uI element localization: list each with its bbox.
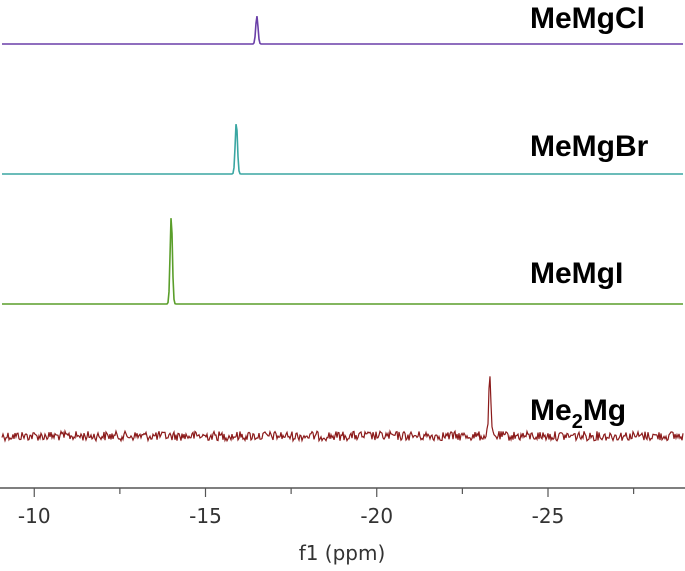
- x-axis-label: f1 (ppm): [299, 541, 386, 565]
- series-label-memgi: MeMgI: [530, 257, 623, 290]
- x-axis-ticks: -10 -15 -20 -25: [18, 488, 635, 528]
- series-line-memgbr: [2, 123, 683, 175]
- x-tick-label: -10: [18, 504, 51, 528]
- x-axis: -10 -15 -20 -25: [0, 487, 685, 528]
- series-line-memgi: [2, 218, 683, 305]
- series-label-memgbr: MeMgBr: [530, 130, 649, 163]
- x-tick-label: -20: [360, 504, 393, 528]
- spectra-traces: [1, 16, 684, 443]
- series-line-memgcl: [2, 16, 683, 45]
- series-label-me2mg: Me2Mg: [530, 394, 626, 433]
- x-tick-label: -25: [532, 504, 565, 528]
- x-tick-label: -15: [189, 504, 222, 528]
- series-labels: MeMgCl MeMgBr MeMgI Me2Mg: [530, 2, 649, 433]
- series-label-memgcl: MeMgCl: [530, 2, 645, 35]
- series-line-me2mg: [1, 376, 684, 443]
